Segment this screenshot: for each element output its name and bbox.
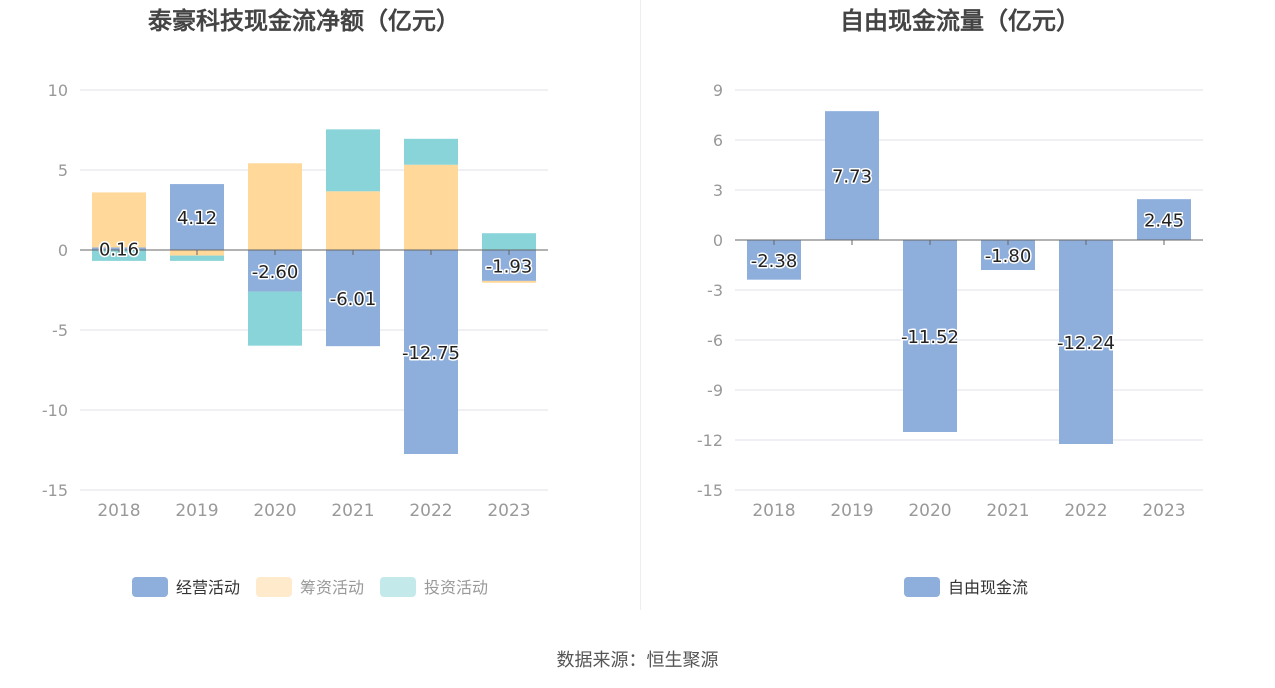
left-legend-label: 筹资活动 (300, 578, 364, 597)
right-x-tick-label: 2019 (830, 501, 873, 521)
left-legend-label: 投资活动 (424, 578, 488, 597)
left-data-label: -6.01 (330, 289, 377, 310)
data-source-note: 数据来源：恒生聚源 (556, 650, 719, 671)
right-data-label: -2.38 (751, 251, 798, 272)
left-bar-投资活动 (92, 250, 146, 261)
left-bar-经营活动 (404, 250, 458, 454)
right-data-label: 7.73 (832, 167, 872, 188)
left-bar-投资活动 (248, 291, 302, 346)
left-legend-swatch (256, 577, 292, 597)
chart-divider (640, 0, 641, 610)
right-y-tick-label: 3 (713, 181, 723, 200)
right-bar-自由现金流 (1059, 240, 1113, 444)
left-x-tick-label: 2022 (409, 501, 452, 521)
left-y-tick-label: 10 (48, 81, 68, 100)
right-y-tick-label: 6 (713, 131, 723, 150)
left-y-tick-label: 5 (58, 161, 68, 180)
right-x-tick-label: 2020 (908, 501, 951, 521)
left-legend-swatch (380, 577, 416, 597)
right-data-label: -11.52 (901, 327, 959, 348)
left-data-label: -2.60 (252, 262, 299, 283)
right-legend-swatch (904, 577, 940, 597)
right-legend-item: 自由现金流 (904, 577, 1028, 597)
left-bar-经营活动 (248, 250, 302, 292)
right-y-tick-label: -6 (707, 331, 723, 350)
left-data-label: 4.12 (177, 208, 217, 229)
left-bar-筹资活动 (404, 164, 458, 250)
left-bar-筹资活动 (92, 192, 146, 248)
left-y-tick-label: -10 (42, 401, 68, 420)
right-x-tick-label: 2022 (1064, 501, 1107, 521)
right-chart: 自由现金流量（亿元） 9 6 3 0 -3 -6 -9 -12 -15 2018 2019 2020 20… (697, 7, 1203, 597)
left-bar-经营活动 (92, 247, 146, 250)
left-y-tick-label: 0 (58, 241, 68, 260)
right-bar-自由现金流 (1137, 199, 1191, 240)
left-legend-item: 筹资活动 (256, 577, 364, 597)
right-bar-自由现金流 (903, 240, 957, 432)
left-data-label: -12.75 (402, 343, 460, 364)
right-bar-自由现金流 (825, 111, 879, 241)
right-y-tick-label: 9 (713, 81, 723, 100)
right-x-tick-label: 2023 (1142, 501, 1185, 521)
right-y-tick-label: 0 (713, 231, 723, 250)
right-x-tick-label: 2021 (986, 501, 1029, 521)
left-y-tick-label: -15 (42, 481, 68, 500)
right-data-label: -12.24 (1057, 333, 1115, 354)
left-bar-经营活动 (170, 184, 224, 250)
left-x-tick-label: 2019 (175, 501, 218, 521)
left-bar-筹资活动 (248, 163, 302, 250)
left-bar-筹资活动 (482, 280, 536, 283)
left-legend-label: 经营活动 (176, 578, 240, 597)
left-x-tick-label: 2021 (331, 501, 374, 521)
left-bar-经营活动 (482, 250, 536, 281)
right-x-tick-label: 2018 (752, 501, 795, 521)
right-data-label: 2.45 (1144, 211, 1184, 232)
left-chart-title: 泰豪科技现金流净额（亿元） (148, 7, 460, 35)
right-bar-自由现金流 (747, 240, 801, 280)
left-bar-经营活动 (326, 250, 380, 347)
left-y-tick-label: -5 (52, 321, 68, 340)
right-chart-title: 自由现金流量（亿元） (840, 7, 1080, 35)
left-bar-投资活动 (404, 138, 458, 165)
left-legend-swatch (132, 577, 168, 597)
left-x-tick-label: 2023 (487, 501, 530, 521)
left-x-tick-label: 2020 (253, 501, 296, 521)
right-y-tick-label: -3 (707, 281, 723, 300)
right-y-tick-label: -15 (697, 481, 723, 500)
left-data-label: -1.93 (486, 256, 533, 277)
left-legend-item: 经营活动 (132, 577, 240, 597)
left-bar-投资活动 (170, 255, 224, 261)
left-x-tick-label: 2018 (97, 501, 140, 521)
right-legend-label: 自由现金流 (948, 578, 1028, 597)
left-chart: 泰豪科技现金流净额（亿元） 10 5 0 -5 -10 -15 2018 2019 2020 202… (42, 7, 548, 597)
left-legend-item: 投资活动 (380, 577, 488, 597)
left-bar-筹资活动 (326, 191, 380, 250)
right-y-tick-label: -9 (707, 381, 723, 400)
left-bar-投资活动 (482, 233, 536, 250)
left-bar-投资活动 (326, 129, 380, 192)
right-y-tick-label: -12 (697, 431, 723, 450)
right-data-label: -1.80 (985, 246, 1032, 267)
left-data-label: 0.16 (99, 240, 139, 261)
